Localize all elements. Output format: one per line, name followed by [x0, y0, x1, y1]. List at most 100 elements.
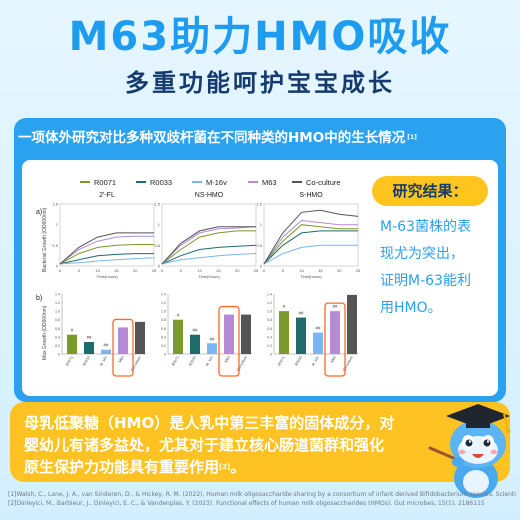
tick-label: 0.8 [55, 318, 60, 322]
info-line-end: 。 [230, 458, 246, 476]
category-label: R0071 [277, 356, 286, 367]
result-line: 现尤为突出， [380, 246, 464, 262]
tick-label: 15 [216, 268, 221, 273]
tick-label: 1.2 [267, 301, 272, 305]
group-title: 2'-FL [99, 192, 115, 199]
category-label: R0033 [294, 356, 303, 367]
legend-label: M63 [262, 178, 277, 187]
bar [101, 349, 111, 354]
plot-frame [263, 203, 359, 267]
tick-label: 0.8 [161, 318, 166, 322]
study-heading-text: 一项体外研究对比多种双歧杆菌在不同种类的HMO中的生长情况 [18, 130, 406, 146]
tick-label: 25 [152, 268, 157, 273]
axis-label: Time(hours) [198, 274, 220, 279]
info-line: 原生保护力功能具有重要作用[2]。 [24, 456, 424, 478]
bar [279, 311, 289, 354]
significance-mark: # [177, 313, 180, 318]
info-text: 母乳低聚糖（HMO）是人乳中第三丰富的固体成分，对 婴幼儿有诸多益处，尤其对于建… [24, 412, 424, 478]
series-line [161, 253, 257, 265]
category-label: M63 [118, 356, 125, 364]
series-line [161, 230, 256, 265]
group-title: NS-HMO [195, 192, 224, 199]
tick-label: 10 [299, 268, 304, 273]
plot-frame [59, 203, 155, 267]
bar [135, 321, 145, 354]
bar [330, 311, 340, 354]
tick-label: 0.6 [267, 327, 272, 331]
mascot-icon [428, 404, 511, 498]
group-title: S-HMO [299, 192, 323, 199]
tick-label: 0 [59, 268, 62, 273]
category-label: R0033 [82, 356, 91, 367]
bar [347, 294, 357, 354]
series-line [161, 244, 257, 265]
study-heading: 一项体外研究对比多种双歧杆菌在不同种类的HMO中的生长情况 [1] [18, 126, 502, 150]
significance-mark: ## [315, 326, 321, 331]
tick-label: 0.4 [55, 335, 60, 339]
page-subtitle: 多重功能呵护宝宝成长 [125, 69, 395, 97]
tick-label: 5 [78, 268, 81, 273]
info-line: 母乳低聚糖（HMO）是人乳中第三丰富的固体成分，对 [24, 414, 395, 432]
legend-label: R0071 [94, 178, 116, 187]
info-line: 婴幼儿有诸多益处，尤其对于建立核心肠道菌群和强化 [24, 436, 385, 454]
tick-label: 0.6 [161, 327, 166, 331]
tick-label: 10 [95, 268, 100, 273]
tick-label: 5 [180, 268, 183, 273]
bar [84, 342, 94, 354]
tick-label: 15 [114, 268, 119, 273]
category-label: M63 [330, 356, 337, 364]
series-line [161, 226, 256, 265]
significance-mark: ## [192, 328, 198, 333]
result-line: 证明M-63能利 [380, 273, 471, 289]
tick-label: 1.4 [55, 293, 60, 297]
significance-mark: ## [332, 304, 338, 309]
category-label: R0071 [171, 356, 180, 367]
series-line [263, 230, 358, 265]
legend-label: Co-culture [306, 178, 341, 187]
result-tag: 研究结果： [372, 176, 488, 206]
category-label: M. 16v [99, 355, 108, 367]
result-line: 用HMO。 [380, 300, 442, 316]
tick-label: 25 [356, 268, 361, 273]
tick-label: 10 [197, 268, 202, 273]
axis-label: Time(hours) [300, 274, 322, 279]
tick-label: 1.5 [52, 202, 58, 207]
category-label: Co-culture [342, 355, 354, 371]
tick-label: 1.0 [267, 310, 272, 314]
tick-label: 1 [56, 222, 59, 227]
category-label: R0071 [65, 356, 74, 367]
axis-label: Bacterial Growth (OD600nm) [42, 207, 48, 272]
bar [190, 334, 200, 354]
tick-label: 0.8 [267, 318, 272, 322]
bar [173, 319, 183, 354]
bar [118, 327, 128, 354]
series-line [263, 219, 358, 265]
page-title: M63助力HMO吸收 [68, 14, 452, 60]
series-line [263, 224, 358, 265]
tick-label: 1.5 [154, 202, 160, 207]
tick-label: 0 [56, 264, 59, 269]
panel-label: a) [36, 209, 42, 216]
significance-mark: # [71, 328, 74, 333]
highlight-box [324, 302, 346, 377]
info-ref: [2] [219, 463, 231, 471]
tick-label: 5 [282, 268, 285, 273]
tick-label: 0 [164, 353, 166, 357]
tick-label: 1.0 [55, 310, 60, 314]
category-label: R0033 [188, 356, 197, 367]
tick-label: 20 [337, 268, 342, 273]
tick-label: 0 [260, 264, 263, 269]
tick-label: 1 [260, 222, 263, 227]
tick-label: 1.2 [161, 301, 166, 305]
bar [313, 332, 323, 354]
info-line-text: 原生保护力功能具有重要作用 [24, 458, 220, 476]
series-line [263, 244, 358, 265]
axis-label: Max Growth (OD600nm) [42, 305, 48, 360]
panel-label: b) [36, 295, 42, 302]
significance-mark: ## [298, 311, 304, 316]
series-line [59, 235, 154, 265]
result-line: M-63菌株的表 [380, 219, 471, 235]
tick-label: 20 [235, 268, 240, 273]
growth-chart: R0071 R0033 M-16v M63 Co-culture a) Bacterial … [36, 178, 361, 377]
significance-mark: ## [86, 335, 92, 340]
